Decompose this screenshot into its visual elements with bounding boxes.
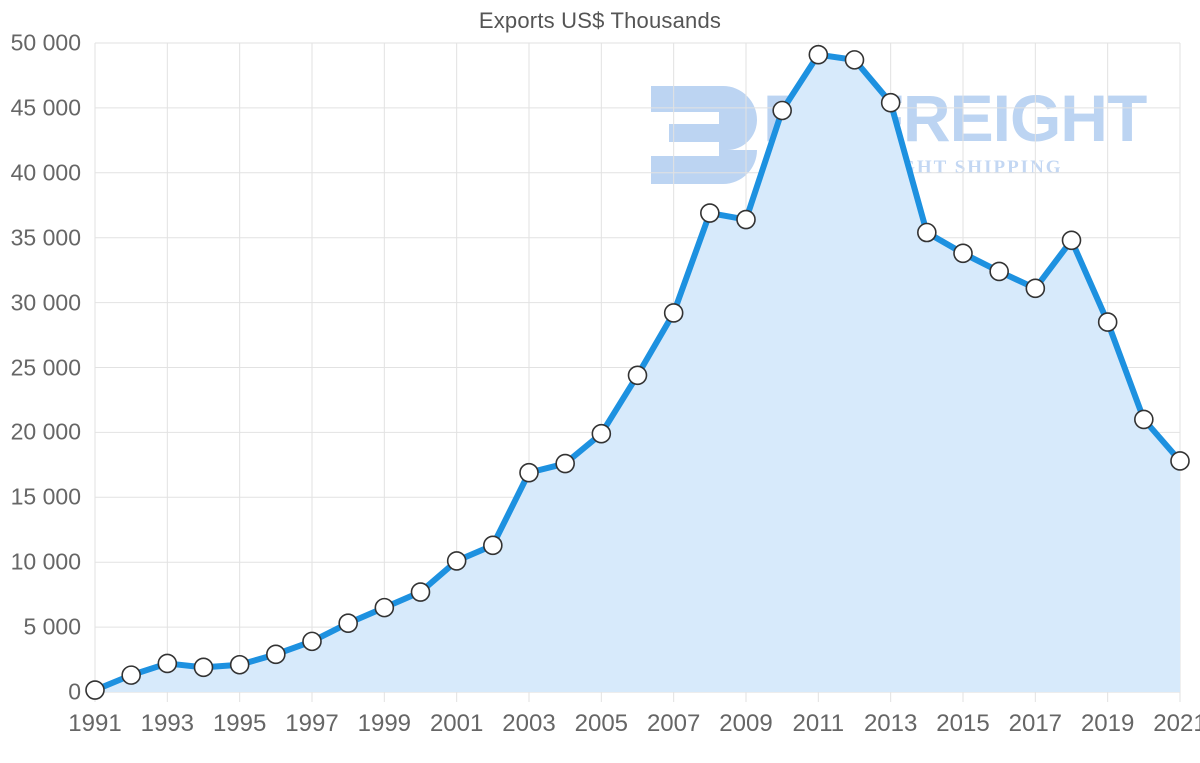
data-point-marker[interactable]	[157, 653, 178, 674]
y-axis-tick-label: 0	[68, 678, 81, 705]
data-point-marker[interactable]	[1025, 278, 1046, 299]
data-point-marker[interactable]	[989, 261, 1009, 282]
y-axis-tick-label: 50 000	[10, 29, 81, 56]
x-axis-tick-label: 1999	[357, 710, 412, 737]
data-point-marker[interactable]	[1061, 230, 1082, 251]
data-point-marker[interactable]	[1097, 312, 1118, 332]
x-axis-tick-label: 2009	[719, 710, 773, 737]
data-point-marker[interactable]	[410, 582, 431, 602]
data-point-marker[interactable]	[1134, 409, 1154, 430]
area-fill-path	[95, 54, 1180, 693]
x-axis-tick-label: 1995	[212, 710, 267, 737]
data-point-marker[interactable]	[1170, 451, 1190, 471]
x-axis-tick-label: 2011	[792, 710, 845, 737]
x-axis-tick-label: 2005	[574, 710, 629, 737]
y-axis-tick-label: 10 000	[10, 548, 81, 575]
x-axis-tick-label: 2017	[1008, 710, 1063, 737]
data-point-marker[interactable]	[917, 222, 937, 243]
x-axis-tick-label: 2015	[936, 710, 990, 737]
data-point-marker[interactable]	[302, 631, 322, 652]
y-axis-tick-label: 35 000	[10, 224, 81, 251]
data-point-marker[interactable]	[229, 654, 250, 675]
y-axis-tick-label: 5 000	[23, 613, 81, 640]
y-axis-tick-label: 40 000	[10, 159, 81, 186]
data-point-marker[interactable]	[555, 453, 575, 474]
data-point-marker[interactable]	[736, 209, 756, 230]
data-point-marker[interactable]	[193, 657, 214, 678]
data-point-marker[interactable]	[700, 203, 720, 223]
data-point-marker[interactable]	[446, 551, 467, 571]
x-axis-tick-label: 1993	[140, 710, 195, 737]
data-point-marker[interactable]	[663, 303, 684, 323]
x-axis-tick-label: 2019	[1080, 710, 1135, 737]
x-axis-tick-label: 2021	[1153, 710, 1200, 737]
data-point-marker[interactable]	[121, 665, 141, 685]
data-point-marker[interactable]	[772, 100, 792, 121]
data-point-marker[interactable]	[338, 613, 358, 634]
data-point-marker[interactable]	[591, 423, 612, 444]
x-axis-tick-label: 1997	[285, 710, 339, 737]
y-axis-tick-label: 45 000	[10, 94, 81, 121]
x-axis-tick-label: 1991	[68, 710, 122, 737]
y-axis-tick-label: 30 000	[10, 289, 81, 316]
x-axis-tick-label: 2007	[646, 710, 701, 737]
x-axis-tick-label: 2013	[863, 710, 918, 737]
y-axis-tick-label: 25 000	[10, 354, 81, 380]
data-point-marker[interactable]	[844, 50, 865, 70]
data-point-marker[interactable]	[85, 680, 105, 700]
data-markers[interactable]	[85, 44, 1190, 700]
data-point-marker[interactable]	[808, 44, 829, 65]
data-point-marker[interactable]	[953, 243, 973, 264]
data-point-marker[interactable]	[374, 597, 395, 618]
data-point-marker[interactable]	[266, 644, 286, 665]
area-fill	[95, 54, 1180, 693]
y-axis-tick-label: 20 000	[10, 418, 81, 445]
data-point-marker[interactable]	[519, 462, 539, 483]
chart-title: Exports US$ Thousands	[478, 8, 722, 33]
data-point-marker[interactable]	[627, 365, 648, 386]
y-axis-tick-label: 15 000	[10, 483, 81, 510]
data-point-marker[interactable]	[880, 92, 901, 113]
x-axis-tick-label: 2003	[502, 710, 556, 737]
x-axis-tick-label: 2001	[429, 710, 484, 737]
data-point-marker[interactable]	[483, 535, 503, 556]
